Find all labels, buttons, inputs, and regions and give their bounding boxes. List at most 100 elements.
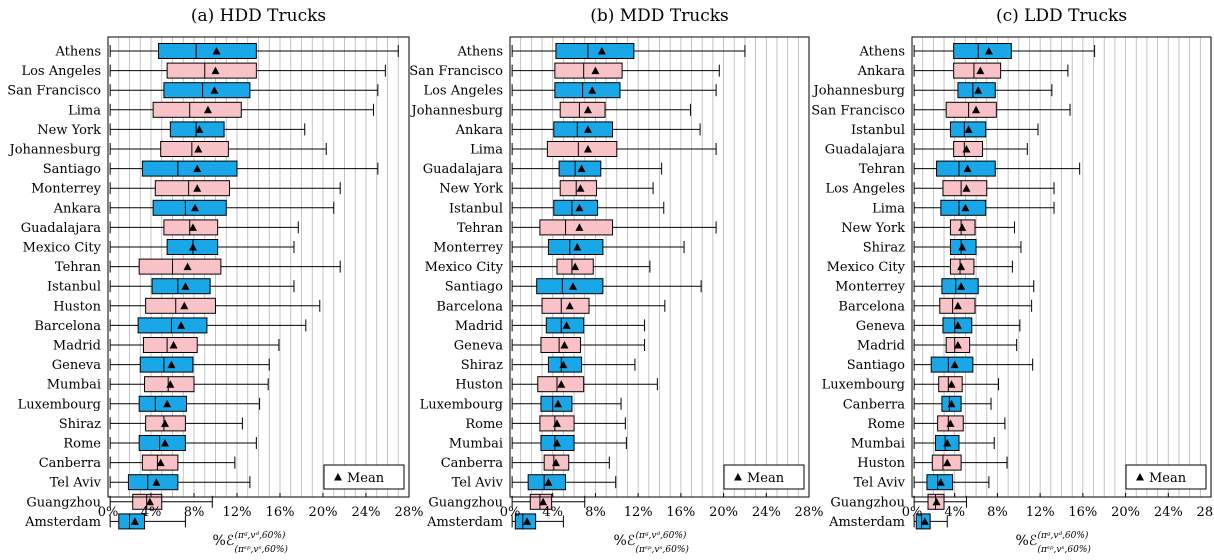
box-iqr [553,199,599,216]
box-mexico-city: Mexico City [827,258,1013,275]
mean-marker [583,105,592,114]
box-johannesburg: Johannesburg [811,82,1053,99]
box-iqr [145,297,216,314]
mean-marker [571,262,580,271]
box-iqr [152,199,227,216]
category-label: Tel Aviv [50,476,102,491]
category-label: Amsterdam [24,515,101,530]
x-axis-label-base: %ℰ [1016,533,1038,549]
mean-marker [958,243,967,251]
x-tick-label: 28% [395,505,424,520]
box-san-francisco: San Francisco [409,62,720,79]
category-label: Guangzhou [428,495,503,510]
category-label: Ankara [53,201,102,216]
box-iqr [953,62,1002,79]
category-label: Johannesburg [409,103,503,118]
box-luxembourg: Luxembourg [420,395,622,412]
category-label: Tehran [859,162,906,177]
x-tick-label: 16% [1068,505,1097,520]
category-label: Shiraz [863,241,905,256]
category-label: New York [37,123,101,138]
category-label: Guangzhou [26,495,101,510]
box-monterrey: Monterrey [433,239,685,256]
box-huston: Huston [857,454,1008,471]
box-luxembourg: Luxembourg [18,395,261,412]
mean-marker [976,66,985,75]
legend: Mean [1125,464,1207,490]
mean-marker [961,203,970,212]
category-label: Tehran [457,221,504,236]
box-iqr [529,493,553,510]
box-iqr [930,356,974,373]
box-iqr [152,101,242,118]
category-label: Athens [859,45,906,60]
box-johannesburg: Johannesburg [409,101,691,118]
category-label: Huston [455,378,503,393]
box-lima: Lima [470,141,717,158]
box-tehran: Tehran [859,160,1081,177]
box-istanbul: Istanbul [851,121,1039,138]
mean-marker [188,243,197,251]
mean-marker [575,223,584,231]
category-label: Madrid [455,319,503,334]
category-label: Mexico City [425,260,504,275]
x-tick-label: 24% [752,505,781,520]
box-madrid: Madrid [53,337,280,354]
box-iqr [953,43,1012,59]
box-iqr [539,219,614,236]
chart-title: (c) LDD Trucks [996,6,1127,26]
x-tick-label: 20% [709,505,738,520]
mean-marker [953,321,962,329]
category-label: Athens [457,45,504,60]
x-tick-label: 0% [500,505,521,520]
box-iqr [151,278,211,295]
category-label: Mexico City [23,241,102,256]
mean-marker [163,399,172,408]
box-mumbai: Mumbai [47,376,269,393]
box-new-york: New York [439,180,654,197]
mean-marker [974,86,983,94]
category-label: Tel Aviv [854,476,906,491]
box-barcelona: Barcelona [34,317,307,334]
box-mumbai: Mumbai [851,435,995,452]
mean-marker [523,517,532,525]
category-label: Johannesburg [7,143,101,158]
category-label: Istanbul [47,280,101,295]
mean-marker [183,262,192,271]
category-label: Mexico City [827,260,906,275]
box-new-york: New York [841,219,1016,236]
category-label: New York [841,221,905,236]
x-tick-label: 20% [1111,505,1140,520]
legend-mean-marker [734,473,742,481]
box-shiraz: Shiraz [59,415,243,432]
box-santiago: Santiago [445,278,702,295]
mean-marker [957,262,966,271]
box-mexico-city: Mexico City [23,239,295,256]
plot-frame [911,36,1212,498]
box-guadalajara: Guadalajara [423,160,663,177]
x-axis-label-superscript: (πᵍ,vᵈ,60%) [1038,530,1089,541]
mean-marker [152,478,161,486]
mean-marker [145,497,154,506]
box-iqr [536,278,604,295]
box-iqr [142,337,198,353]
mean-marker [544,478,553,486]
box-athens: Athens [457,43,746,60]
box-amsterdam: Amsterdam [828,513,948,530]
mean-marker [156,458,165,467]
mean-marker [560,341,569,349]
x-tick-label: 12% [624,505,653,520]
mean-marker [552,419,561,427]
category-label: Canberra [843,397,906,412]
legend: Mean [723,464,805,490]
category-label: Lima [872,201,905,216]
box-tel-aviv: Tel Aviv [452,474,617,491]
category-label: Lima [470,143,503,158]
category-label: Los Angeles [825,182,905,197]
box-tehran: Tehran [457,219,717,236]
box-geneva: Geneva [52,356,270,373]
box-ankara: Ankara [857,62,1069,79]
category-label: Amsterdam [828,515,905,530]
mean-marker [591,66,600,75]
x-tick-label: 8% [184,505,205,520]
